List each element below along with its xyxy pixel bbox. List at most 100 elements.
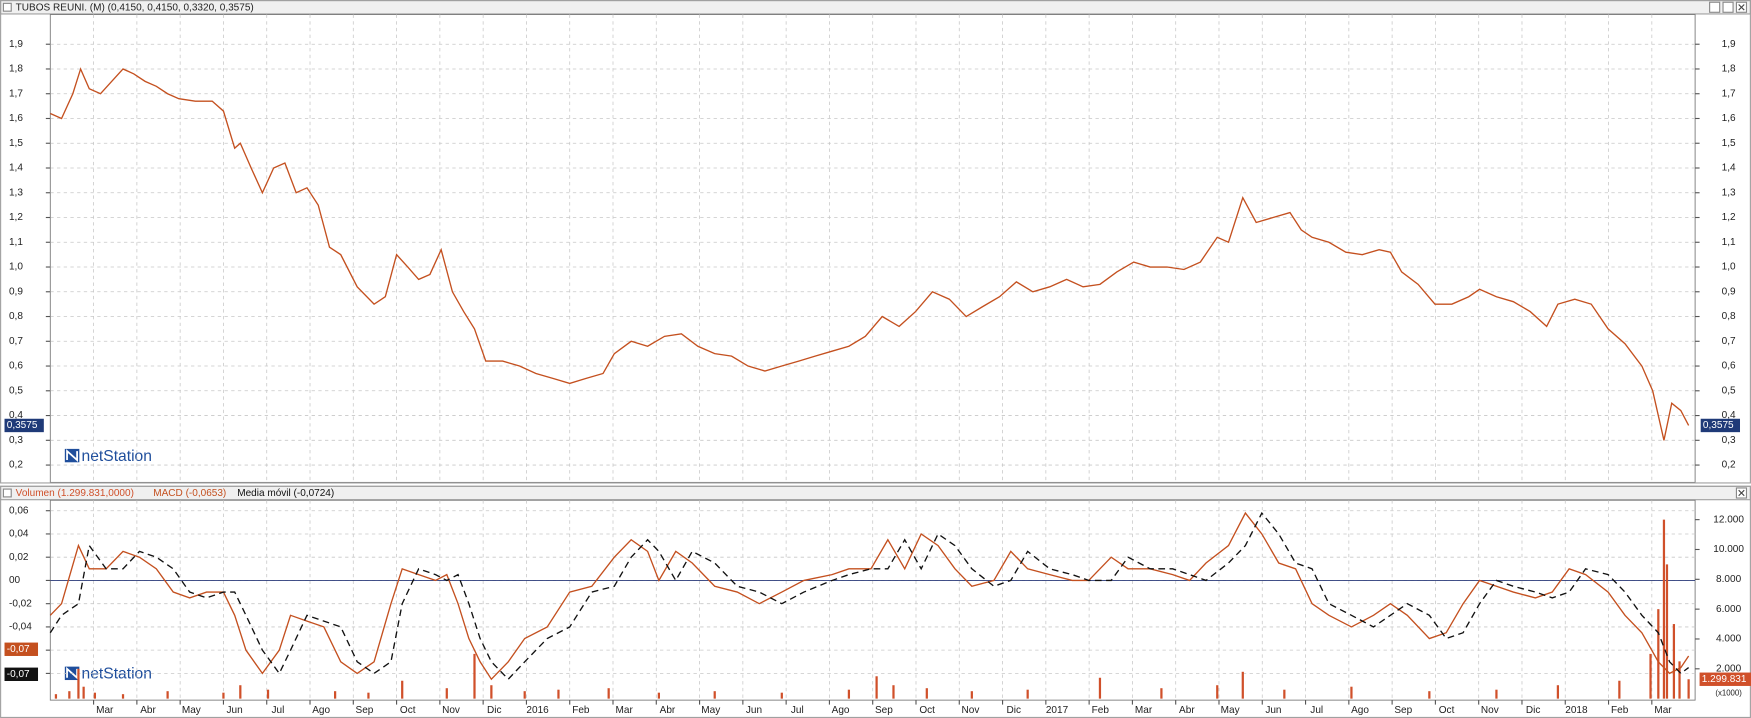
y-tick-label: 00 bbox=[9, 575, 21, 586]
volume-bar bbox=[1495, 689, 1498, 699]
x-tick-label: Mar bbox=[1135, 705, 1153, 716]
x-tick-label: Jun bbox=[1265, 705, 1281, 716]
close-button[interactable] bbox=[1735, 1, 1748, 13]
y2-tick-label: 1,5 bbox=[1722, 138, 1736, 149]
x-tick-label: Dic bbox=[487, 705, 502, 716]
volume-bar bbox=[970, 691, 973, 699]
volume-bar bbox=[557, 689, 560, 699]
volume-bar bbox=[1672, 624, 1676, 699]
y2-tick-label: 1,0 bbox=[1722, 262, 1736, 273]
price-header bbox=[0, 0, 1751, 15]
y-tick-label: 0,06 bbox=[9, 505, 29, 516]
volume-bar bbox=[1678, 661, 1681, 699]
volume-bar bbox=[1241, 671, 1244, 699]
volume-bar bbox=[401, 680, 404, 699]
price-title: TUBOS REUNI. (M) (0,4150, 0,4150, 0,3320… bbox=[16, 2, 254, 13]
volume-bar bbox=[607, 688, 610, 699]
y2-tick-label: 1,8 bbox=[1722, 64, 1736, 75]
last-value-label: 1.299.831 bbox=[1702, 674, 1747, 685]
x-tick-label: Nov bbox=[1481, 705, 1499, 716]
y2-tick-label: 1,1 bbox=[1722, 237, 1736, 248]
volume-bar bbox=[54, 694, 58, 699]
volume-bar bbox=[1665, 564, 1669, 699]
y2-tick-label: 8.000 bbox=[1716, 574, 1742, 585]
x-tick-label: Jul bbox=[791, 705, 804, 716]
x-tick-label: 2016 bbox=[526, 705, 549, 716]
series-line bbox=[49, 511, 1690, 681]
y-tick-label: -0,04 bbox=[9, 622, 32, 633]
volume-bar bbox=[1687, 679, 1690, 699]
x-tick-label: Mar bbox=[1654, 705, 1672, 716]
x-tick-label: Ago bbox=[1351, 705, 1369, 716]
volume-bar bbox=[121, 694, 125, 699]
last-value-bg bbox=[4, 418, 44, 433]
price-panel-frame bbox=[0, 0, 1751, 484]
volume-bar bbox=[1657, 609, 1660, 699]
volume-bar bbox=[1556, 685, 1560, 699]
volume-bar bbox=[367, 692, 370, 699]
y2-tick-label: 0,7 bbox=[1722, 336, 1736, 347]
last-value-bg bbox=[4, 642, 39, 656]
y2-tick-label: 1,9 bbox=[1722, 39, 1736, 50]
x-tick-label: Feb bbox=[1092, 705, 1110, 716]
last-value-box: 0,3575 bbox=[1700, 418, 1741, 433]
y-tick-label: 0,8 bbox=[9, 311, 23, 322]
x-tick-label: Ago bbox=[312, 705, 330, 716]
x-tick-label: Abr bbox=[660, 705, 676, 716]
y-tick-label: 1,1 bbox=[9, 237, 23, 248]
volume-bar bbox=[77, 668, 80, 699]
x-tick-label: Dic bbox=[1526, 705, 1540, 716]
volume-bar bbox=[490, 685, 493, 699]
y2-tick-label: 12.000 bbox=[1713, 514, 1744, 525]
y-tick-label: 0,6 bbox=[9, 361, 23, 372]
y-tick-label: 0,4 bbox=[9, 410, 23, 421]
y-tick-label: 1,4 bbox=[9, 163, 23, 174]
volume-bar bbox=[239, 685, 242, 699]
indicator-plot-area bbox=[49, 499, 1696, 701]
y2-tick-label: 1,4 bbox=[1722, 163, 1736, 174]
y-tick-label: 0,9 bbox=[9, 286, 23, 297]
maximize-button[interactable] bbox=[1722, 1, 1734, 13]
y2-unit: (x1000) bbox=[1715, 688, 1742, 697]
x-tick-label: Sep bbox=[875, 705, 893, 716]
y2-tick-label: 6.000 bbox=[1716, 604, 1742, 615]
y2-tick-label: 10.000 bbox=[1713, 544, 1744, 555]
y2-tick-label: 1,2 bbox=[1722, 212, 1736, 223]
y-tick-label: 1,6 bbox=[9, 113, 23, 124]
volume-bar bbox=[1618, 680, 1621, 699]
y-tick-label: 1,9 bbox=[9, 39, 23, 50]
volume-bar bbox=[1350, 686, 1353, 699]
volume-bar bbox=[1283, 689, 1286, 699]
y-tick-label: 0,02 bbox=[9, 552, 29, 563]
volume-bar bbox=[1026, 689, 1029, 699]
x-tick-label: May bbox=[701, 705, 720, 716]
x-tick-label: Oct bbox=[400, 705, 416, 716]
last-value-bg bbox=[1699, 672, 1751, 686]
y-tick-label: 1,5 bbox=[9, 138, 23, 149]
volume-bar bbox=[445, 688, 448, 699]
minimize-button[interactable] bbox=[1709, 1, 1721, 13]
y2-tick-label: 0,4 bbox=[1722, 410, 1736, 421]
y-tick-label: 0,5 bbox=[9, 385, 23, 396]
last-value-label: -0,07 bbox=[7, 669, 30, 680]
y2-tick-label: 0,3 bbox=[1722, 435, 1736, 446]
y2-tick-label: 2.000 bbox=[1716, 663, 1742, 674]
volume-bar bbox=[892, 685, 895, 699]
x-tick-label: Dic bbox=[1006, 705, 1021, 716]
last-value-bg bbox=[4, 667, 39, 681]
x-tick-label: Nov bbox=[962, 705, 980, 716]
y-tick-label: 1,3 bbox=[9, 187, 23, 198]
last-value-box: 1.299.831 bbox=[1699, 672, 1751, 686]
close-button[interactable] bbox=[1735, 487, 1748, 499]
y-tick-label: 1,7 bbox=[9, 88, 23, 99]
last-value-bg bbox=[1700, 418, 1741, 433]
x-tick-label: Oct bbox=[1439, 705, 1455, 716]
volume-bar bbox=[713, 691, 716, 699]
volume-bar bbox=[1098, 677, 1102, 699]
y-tick-label: -0,02 bbox=[9, 598, 32, 609]
y-tick-label: 0,7 bbox=[9, 336, 23, 347]
volume-bar bbox=[657, 692, 660, 699]
logo-text: netStation bbox=[82, 666, 152, 683]
last-value-label: -0,07 bbox=[7, 644, 30, 655]
x-tick-label: Ago bbox=[832, 705, 850, 716]
